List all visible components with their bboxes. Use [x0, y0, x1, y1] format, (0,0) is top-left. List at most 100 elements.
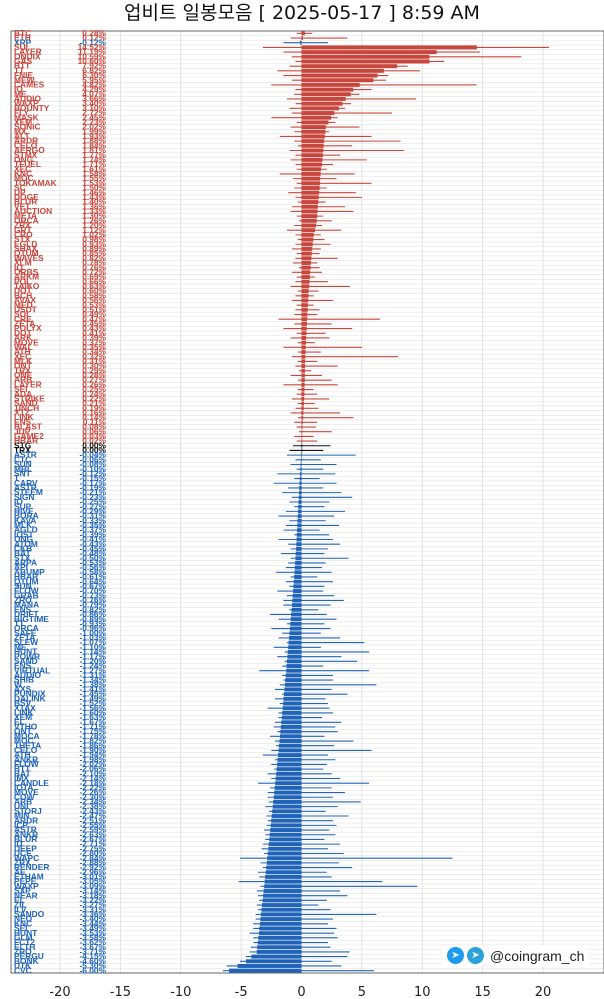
- row-label-name: LINK: [14, 412, 34, 422]
- change-bar: [300, 467, 302, 472]
- row-label-name: BTT: [14, 764, 31, 774]
- change-bar: [301, 139, 325, 144]
- row-label-change: -1.41%: [79, 684, 106, 694]
- change-bar: [301, 326, 307, 331]
- row-label-change: -1.82%: [79, 736, 106, 746]
- row-label-name: TRX: [14, 445, 31, 455]
- change-bar: [301, 317, 308, 322]
- row-label-change: -1.03%: [79, 633, 106, 643]
- x-tick-label: -15: [110, 985, 131, 999]
- row-label-change: -0.19%: [79, 483, 106, 493]
- change-bar: [294, 575, 302, 579]
- change-bar: [265, 874, 302, 879]
- row-label-change: 0.45%: [82, 319, 106, 329]
- row-label-change: -3.31%: [79, 904, 106, 914]
- change-bar: [301, 289, 309, 294]
- row-label-name: CKB: [14, 543, 32, 553]
- row-label-name: ATH: [14, 750, 31, 760]
- row-label-change: -0.61%: [79, 572, 106, 582]
- row-label-change: -5.30%: [79, 961, 106, 971]
- row-label-name: SIGN: [14, 492, 34, 502]
- row-label-change: -0.27%: [79, 501, 106, 511]
- row-label-change: -1.67%: [79, 717, 106, 727]
- row-label-name: API: [14, 562, 28, 572]
- row-label-change: 0.19%: [82, 403, 106, 413]
- row-label-change: -0.79%: [79, 600, 106, 610]
- row-label-name: XEM: [14, 117, 32, 127]
- row-label-change: 6.30%: [82, 70, 106, 80]
- row-label-name: NEO: [14, 914, 33, 924]
- row-label-change: -0.29%: [79, 506, 106, 516]
- change-bar: [282, 710, 302, 715]
- change-bar: [266, 865, 302, 870]
- change-bar: [301, 429, 303, 434]
- row-label-name: JUP: [14, 426, 31, 436]
- row-label-name: AUDIO: [14, 670, 41, 680]
- row-label-change: 0.82%: [82, 253, 106, 263]
- change-bar: [301, 382, 305, 387]
- row-label-name: XEC: [14, 351, 31, 361]
- change-bar: [301, 420, 303, 425]
- change-bar: [301, 157, 323, 162]
- change-bar: [301, 336, 307, 340]
- row-label-change: -3.53%: [79, 928, 106, 938]
- row-label-change: -2.26%: [79, 787, 106, 797]
- change-bar: [278, 748, 302, 753]
- row-label-change: -0.56%: [79, 562, 106, 572]
- change-bar: [301, 190, 320, 195]
- change-bar: [279, 743, 302, 748]
- change-bar: [258, 931, 302, 936]
- row-label-change: -0.76%: [79, 595, 106, 605]
- row-label-name: ONT: [14, 726, 33, 736]
- row-label-change: 0.41%: [82, 328, 106, 338]
- row-label-change: 1.50%: [82, 183, 106, 193]
- row-label-change: 0.24%: [82, 389, 106, 399]
- row-label-change: 0.76%: [82, 262, 106, 272]
- row-label-name: RENDER: [14, 862, 49, 872]
- row-label-name: FLOW: [14, 586, 39, 596]
- row-label-name: VIRTUAL: [14, 665, 50, 675]
- row-label-name: DOGE: [14, 192, 39, 202]
- row-label-change: 1.99%: [82, 126, 106, 136]
- row-label-change: -0.43%: [79, 539, 106, 549]
- row-label-change: -1.60%: [79, 707, 106, 717]
- row-label-name: ENS: [14, 604, 32, 614]
- change-bar: [301, 186, 320, 190]
- row-label-change: -2.18%: [79, 778, 106, 788]
- change-bar: [301, 275, 310, 280]
- row-label-name: BAT: [14, 548, 31, 558]
- row-label-name: UCF: [14, 848, 31, 858]
- change-bar: [258, 935, 302, 940]
- row-label-name: MED: [14, 300, 33, 310]
- row-label-change: 1.20%: [82, 220, 106, 230]
- change-bar: [289, 631, 302, 636]
- row-label-change: -3.67%: [79, 942, 106, 952]
- change-bar: [301, 265, 311, 270]
- row-label-change: -3.40%: [79, 914, 106, 924]
- row-label-name: MOC: [14, 173, 34, 183]
- row-label-change: 4.07%: [82, 89, 106, 99]
- row-label-name: DOT: [14, 286, 33, 296]
- change-bar: [289, 635, 302, 640]
- row-label-change: -2.71%: [79, 839, 106, 849]
- change-bar: [296, 542, 302, 547]
- row-label-change: -2.34%: [79, 797, 106, 807]
- row-label-name: ILV: [14, 904, 27, 914]
- row-label-change: -0.08%: [79, 459, 106, 469]
- change-bar: [296, 537, 302, 542]
- row-label-name: ATOM: [14, 539, 38, 549]
- row-label-name: SXP: [14, 886, 31, 896]
- row-label-change: 0.34%: [82, 347, 106, 357]
- change-bar: [301, 345, 306, 350]
- row-label-name: ZRX: [14, 220, 31, 230]
- row-label-change: 0.06%: [82, 426, 106, 436]
- row-label-name: ZRO: [14, 595, 32, 605]
- row-label-change: 0.63%: [82, 281, 106, 291]
- row-label-name: GAS: [14, 56, 33, 66]
- row-label-name: CVC: [14, 965, 32, 975]
- row-label-name: CTC: [14, 454, 31, 464]
- row-label-name: STX: [14, 234, 31, 244]
- row-label-change: -0.50%: [79, 553, 106, 563]
- change-bar: [300, 462, 302, 467]
- row-label-change: -3.27%: [79, 900, 106, 910]
